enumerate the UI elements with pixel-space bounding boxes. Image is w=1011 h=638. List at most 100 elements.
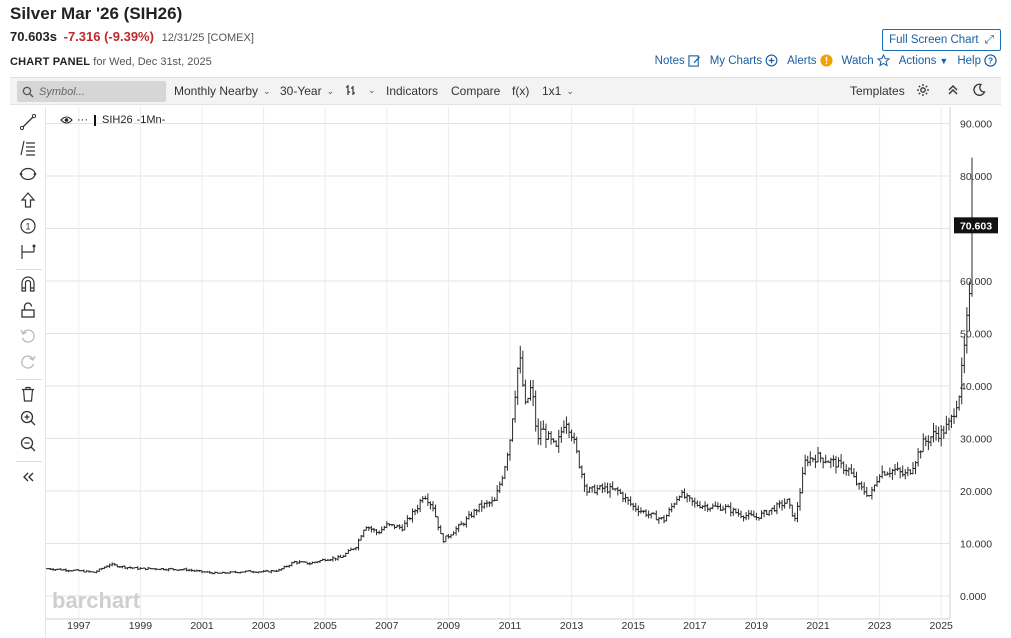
sidebar-divider bbox=[16, 269, 42, 270]
y-tick-label: 0.000 bbox=[960, 591, 986, 603]
ellipse-shape-icon bbox=[19, 167, 37, 181]
theme-toggle[interactable] bbox=[972, 83, 986, 97]
legend-symbol: SIH26 bbox=[102, 114, 133, 126]
redo-button[interactable] bbox=[19, 353, 37, 371]
y-tick-label: 10.000 bbox=[960, 539, 992, 551]
symbol-search[interactable] bbox=[17, 81, 166, 102]
my-charts-label: My Charts bbox=[709, 54, 763, 67]
alert-badge-icon bbox=[819, 54, 833, 67]
templates-label: Templates bbox=[850, 84, 905, 98]
y-tick-label: 60.000 bbox=[960, 276, 992, 288]
quote-line: 70.603s -7.316 (-9.39%) 12/31/25 [COMEX] bbox=[10, 29, 254, 44]
symbol-input[interactable] bbox=[39, 85, 159, 98]
panel-date: for Wed, Dec 31st, 2025 bbox=[93, 56, 212, 68]
full-screen-chart-button[interactable]: Full Screen Chart ⤢ bbox=[882, 29, 1001, 51]
quote-meta: 12/31/25 [COMEX] bbox=[161, 32, 254, 44]
x-tick-label: 2015 bbox=[622, 620, 646, 632]
x-tick-label: 1997 bbox=[67, 620, 91, 632]
x-tick-label: 2007 bbox=[375, 620, 399, 632]
y-tick-label: 50.000 bbox=[960, 329, 992, 341]
my-charts-link[interactable]: My Charts bbox=[710, 54, 778, 67]
sidebar-divider bbox=[16, 379, 42, 380]
compare-button[interactable]: Compare bbox=[451, 84, 500, 98]
full-screen-label: Full Screen Chart bbox=[889, 34, 979, 46]
range-dropdown[interactable]: 30-Year ⌄ bbox=[280, 84, 334, 98]
help-label: Help bbox=[957, 54, 981, 67]
compare-label: Compare bbox=[451, 84, 501, 98]
collapse-sidebar-button[interactable] bbox=[19, 468, 37, 486]
double-chevron-up-icon bbox=[948, 85, 958, 95]
chart-legend: ··· SIH26 -1Mn- bbox=[60, 114, 165, 126]
panel-title: CHART PANEL bbox=[10, 56, 91, 68]
alerts-label: Alerts bbox=[787, 54, 817, 67]
x-tick-label: 2017 bbox=[683, 620, 707, 632]
sidebar-divider bbox=[16, 461, 42, 462]
trendline-icon bbox=[19, 113, 37, 131]
measure-tool[interactable] bbox=[19, 243, 37, 261]
legend-series-swatch bbox=[94, 114, 96, 126]
undo-icon bbox=[20, 329, 35, 343]
watch-label: Watch bbox=[841, 54, 874, 67]
trendline-tool[interactable] bbox=[19, 113, 37, 131]
fib-tool[interactable] bbox=[19, 139, 37, 157]
watch-link[interactable]: Watch bbox=[842, 54, 890, 67]
indicators-button[interactable]: Indicators bbox=[386, 84, 438, 98]
ohlc-bars-icon bbox=[346, 85, 355, 95]
plus-circle-icon bbox=[765, 54, 778, 67]
layout-label: 1x1 bbox=[542, 84, 562, 98]
zoom-out-button[interactable] bbox=[19, 435, 37, 453]
function-label: f(x) bbox=[512, 84, 530, 98]
barchart-watermark: barchart bbox=[52, 588, 141, 613]
y-tick-label: 30.000 bbox=[960, 434, 992, 446]
delete-button[interactable] bbox=[19, 385, 37, 403]
period-dropdown[interactable]: Monthly Nearby ⌄ bbox=[174, 84, 271, 98]
zoom-out-icon bbox=[20, 436, 36, 452]
actions-menu[interactable]: Actions ▼ bbox=[899, 55, 949, 67]
svg-text:1: 1 bbox=[25, 222, 30, 232]
layout-dropdown[interactable]: 1x1 ⌄ bbox=[542, 84, 574, 98]
last-value-label: 70.603 bbox=[960, 220, 992, 232]
fibonacci-lines-icon bbox=[20, 140, 35, 156]
templates-button[interactable]: Templates bbox=[850, 84, 905, 98]
price-chart[interactable]: 0.000 10.000 20.000 30.000 40.000 50.000 60.00… bbox=[46, 107, 1001, 638]
caret-down-icon: ▼ bbox=[939, 55, 949, 66]
last-value-badge bbox=[954, 217, 998, 234]
zoom-in-icon bbox=[20, 410, 36, 426]
star-icon bbox=[876, 54, 890, 67]
actions-label: Actions bbox=[898, 54, 937, 67]
arrow-tool[interactable] bbox=[19, 191, 37, 209]
alerts-link[interactable]: Alerts bbox=[787, 54, 833, 67]
pencil-note-icon bbox=[688, 55, 700, 67]
price-change: -7.316 (-9.39%) bbox=[63, 29, 154, 44]
redo-icon bbox=[21, 355, 36, 369]
settings-button[interactable] bbox=[916, 83, 930, 97]
help-link[interactable]: Help ? bbox=[957, 54, 997, 67]
y-tick-label: 80.000 bbox=[960, 171, 992, 183]
legend-options-icon[interactable]: ··· bbox=[77, 114, 88, 126]
x-tick-label: 2013 bbox=[560, 620, 584, 632]
function-button[interactable]: f(x) bbox=[512, 84, 529, 98]
top-links: Notes My Charts Alerts Watch Actions ▼ H… bbox=[655, 54, 997, 67]
x-tick-label: 2001 bbox=[190, 620, 214, 632]
expand-arrow-icon: ⤢ bbox=[984, 34, 994, 46]
legend-interval: -1Mn- bbox=[136, 114, 166, 126]
lock-tool[interactable] bbox=[19, 301, 37, 319]
eye-icon[interactable] bbox=[60, 115, 73, 125]
magnet-icon bbox=[21, 276, 35, 292]
collapse-button[interactable] bbox=[947, 83, 959, 97]
zoom-in-button[interactable] bbox=[19, 409, 37, 427]
undo-button[interactable] bbox=[19, 327, 37, 345]
chart-area[interactable]: 0.000 10.000 20.000 30.000 40.000 50.000 60.00… bbox=[46, 107, 1001, 638]
annotation-tool[interactable]: 1 bbox=[19, 217, 37, 235]
chart-type-dropdown[interactable]: ⌄ bbox=[345, 84, 376, 96]
moon-icon bbox=[973, 83, 986, 96]
shape-tool[interactable] bbox=[19, 165, 37, 183]
chevron-down-icon: ⌄ bbox=[566, 85, 574, 96]
notes-link[interactable]: Notes bbox=[655, 54, 701, 67]
chevron-down-icon: ⌄ bbox=[263, 85, 271, 96]
magnet-tool[interactable] bbox=[19, 275, 37, 293]
trash-icon bbox=[22, 386, 34, 402]
x-tick-label: 2003 bbox=[252, 620, 276, 632]
x-tick-label: 2021 bbox=[806, 620, 830, 632]
range-label: 30-Year bbox=[280, 84, 322, 98]
